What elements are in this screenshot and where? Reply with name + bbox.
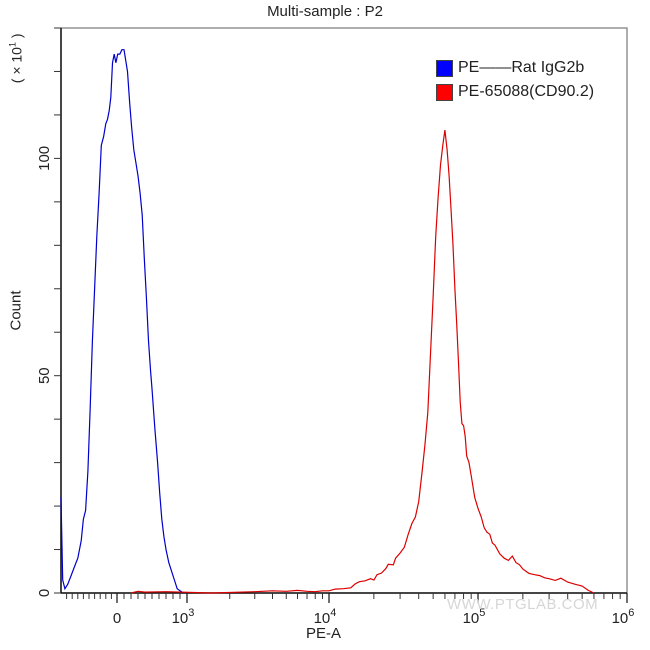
svg-text:100: 100 (36, 146, 53, 171)
legend-item-cd90: PE-65088(CD90.2) (436, 80, 594, 104)
svg-text:50: 50 (36, 367, 53, 384)
legend-swatch-blue (436, 59, 453, 77)
svg-text:0: 0 (113, 610, 121, 627)
legend-label: PE-65088(CD90.2) (458, 83, 595, 100)
y-axis-label: Count (7, 290, 25, 331)
legend: PE——Rat IgG2b PE-65088(CD90.2) (436, 56, 594, 104)
y-axis-multiplier: ( × 101 ) (7, 33, 25, 84)
plot-frame (60, 27, 628, 594)
legend-label: PE——Rat IgG2b (458, 59, 585, 76)
y-axis: 0 50 100 (36, 27, 61, 597)
cd90-histogram-line (130, 130, 595, 594)
svg-text:103: 103 (172, 607, 195, 627)
svg-text:106: 106 (612, 607, 635, 627)
svg-text:0: 0 (36, 589, 53, 597)
isotype-histogram-line (60, 49, 184, 594)
svg-text:104: 104 (314, 607, 337, 627)
x-axis-label: PE-A (306, 625, 342, 642)
watermark: WWW.PTGLAB.COM (447, 596, 599, 613)
histogram-curves (60, 49, 595, 594)
legend-item-isotype: PE——Rat IgG2b (436, 56, 594, 80)
legend-swatch-red (436, 83, 453, 101)
chart-title: Multi-sample : P2 (267, 3, 383, 20)
